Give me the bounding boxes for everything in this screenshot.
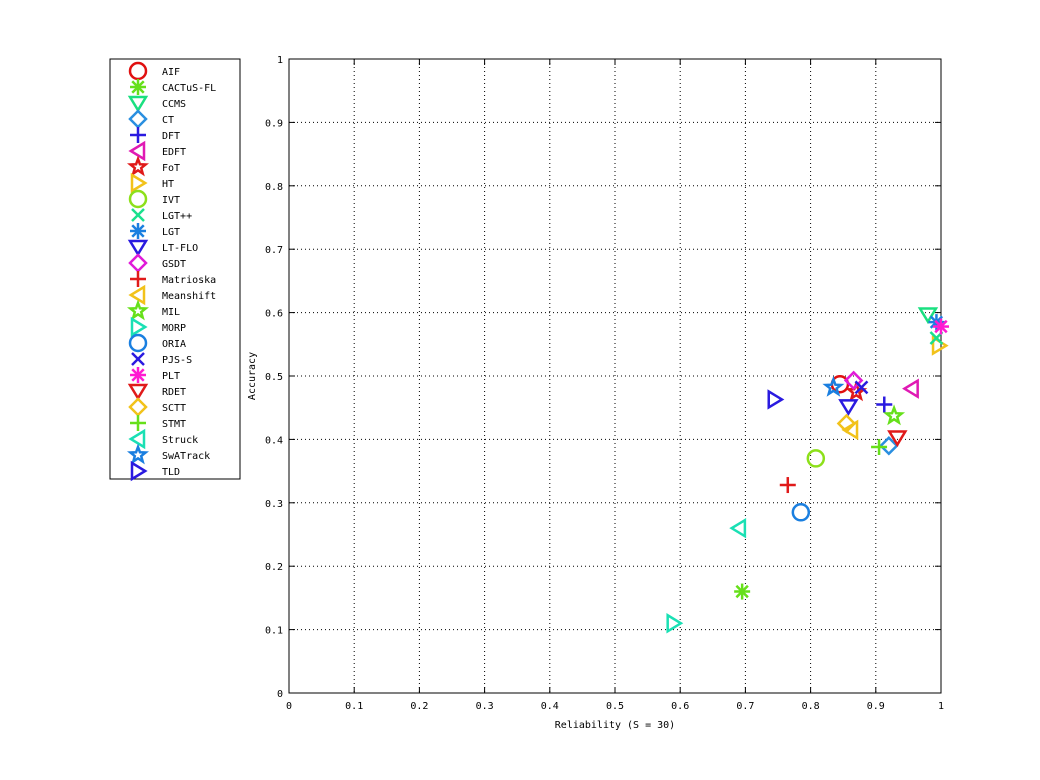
data-point xyxy=(843,370,864,391)
data-point xyxy=(887,430,908,448)
legend-label: PLT xyxy=(162,371,180,382)
y-tick-label: 0.6 xyxy=(265,309,283,320)
legend-marker xyxy=(128,284,146,306)
data-point xyxy=(767,389,785,410)
legend-marker xyxy=(130,367,146,383)
legend-label: HT xyxy=(162,179,174,190)
data-point xyxy=(836,413,857,434)
data-point xyxy=(902,378,919,399)
x-tick-label: 0.8 xyxy=(802,701,820,712)
legend-label: LGT++ xyxy=(162,211,192,222)
data-point xyxy=(822,375,845,397)
legend-label: LT-FLO xyxy=(162,243,198,254)
legend-label: Struck xyxy=(162,435,198,446)
x-tick-label: 0.1 xyxy=(345,701,363,712)
y-tick-label: 0.2 xyxy=(265,562,283,573)
legend-marker xyxy=(131,208,145,222)
legend-marker xyxy=(127,95,149,113)
legend-label: Meanshift xyxy=(162,291,216,302)
y-tick-label: 0.8 xyxy=(265,182,283,193)
legend-marker xyxy=(128,428,146,450)
legend-marker xyxy=(130,415,146,431)
legend-marker xyxy=(131,352,145,366)
legend-marker xyxy=(128,189,148,209)
data-point xyxy=(729,517,747,539)
y-tick-label: 0 xyxy=(277,689,283,700)
legend-marker xyxy=(126,155,150,177)
legend-marker xyxy=(130,172,148,194)
legend-marker xyxy=(130,223,146,239)
x-tick-label: 0.2 xyxy=(410,701,428,712)
legend-label: MIL xyxy=(162,307,180,318)
data-point xyxy=(838,399,859,417)
legend-label: SCTT xyxy=(162,403,186,414)
legend-marker xyxy=(130,460,148,482)
x-axis-ticks: 0 0.1 0.2 0.3 0.4 0.5 0.6 0.7 0.8 0.9 1 xyxy=(286,59,944,712)
legend-label: IVT xyxy=(162,195,180,206)
x-tick-label: 0.3 xyxy=(476,701,494,712)
y-tick-label: 0.5 xyxy=(265,372,283,383)
data-point xyxy=(879,435,899,456)
y-tick-label: 0.7 xyxy=(265,245,283,256)
legend-label: TLD xyxy=(162,467,180,478)
x-axis-label: Reliability (S = 30) xyxy=(555,720,675,731)
legend-label: STMT xyxy=(162,419,186,430)
legend-label: CACTuS-FL xyxy=(162,83,216,94)
y-tick-label: 0.4 xyxy=(265,435,283,446)
legend-label: FoT xyxy=(162,163,180,174)
legend-entries: AIF CACTuS-FL CCMS CT DFT EDFT FoT HT IVT LGT++ LG… xyxy=(126,61,216,482)
x-tick-label: 0.4 xyxy=(541,701,559,712)
legend-label: AIF xyxy=(162,67,180,78)
y-axis-ticks: 0 0.1 0.2 0.3 0.4 0.5 0.6 0.7 0.8 0.9 1 xyxy=(265,55,941,700)
legend-label: CT xyxy=(162,115,174,126)
legend-marker xyxy=(128,140,146,162)
x-tick-label: 0.5 xyxy=(606,701,624,712)
legend-label: CCMS xyxy=(162,99,186,110)
data-point xyxy=(883,404,906,426)
legend-marker xyxy=(126,299,150,321)
legend-label: PJS-S xyxy=(162,355,192,366)
x-tick-label: 0.6 xyxy=(671,701,689,712)
data-point xyxy=(917,307,939,325)
y-tick-label: 1 xyxy=(277,55,283,66)
legend-marker xyxy=(130,271,146,287)
legend-label: LGT xyxy=(162,227,180,238)
x-tick-label: 1 xyxy=(938,701,944,712)
grid-lines xyxy=(289,59,941,693)
y-axis-label: Accuracy xyxy=(247,352,258,400)
data-point xyxy=(854,380,869,395)
legend-label: RDET xyxy=(162,387,186,398)
legend-label: MORP xyxy=(162,323,186,334)
data-point xyxy=(876,396,893,413)
legend-marker xyxy=(127,239,149,257)
legend-marker xyxy=(127,383,149,401)
x-tick-label: 0 xyxy=(286,701,292,712)
y-tick-label: 0.1 xyxy=(265,626,283,637)
legend-marker xyxy=(130,79,146,95)
data-point xyxy=(734,583,751,600)
legend-marker xyxy=(128,333,148,353)
data-point xyxy=(666,613,684,634)
x-tick-label: 0.7 xyxy=(736,701,754,712)
data-point xyxy=(871,439,888,456)
legend-marker xyxy=(126,443,150,465)
x-tick-label: 0.9 xyxy=(867,701,885,712)
data-point xyxy=(779,477,796,494)
legend-label: Matrioska xyxy=(162,275,216,286)
legend-label: EDFT xyxy=(162,147,186,158)
data-point xyxy=(791,503,811,522)
data-points xyxy=(666,307,949,634)
legend-label: ORIA xyxy=(162,339,186,350)
legend-marker xyxy=(130,316,148,338)
y-tick-label: 0.9 xyxy=(265,118,283,129)
legend-marker xyxy=(130,127,146,143)
y-tick-label: 0.3 xyxy=(265,499,283,510)
legend: AIF CACTuS-FL CCMS CT DFT EDFT FoT HT IVT LGT++ LG… xyxy=(109,58,241,482)
data-point xyxy=(933,318,949,335)
legend-label: SwATrack xyxy=(162,451,210,462)
legend-label: DFT xyxy=(162,131,180,142)
data-point xyxy=(806,449,826,468)
legend-label: GSDT xyxy=(162,259,186,270)
